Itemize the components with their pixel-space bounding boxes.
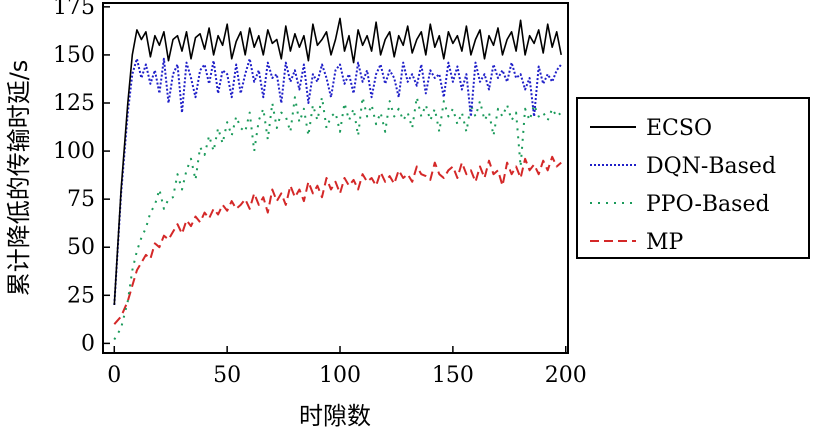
legend-label: MP — [646, 230, 684, 255]
y-tick-label: 150 — [53, 43, 95, 68]
x-axis: 0 50 100 150 200 — [107, 346, 587, 388]
series-layer — [113, 17, 562, 341]
x-axis-title: 时隙数 — [299, 402, 371, 430]
y-axis-title: 累计降低的传输时延/s — [5, 60, 33, 297]
plot-area-frame — [102, 2, 569, 354]
y-tick-label: 75 — [67, 187, 95, 212]
y-tick-label: 25 — [67, 283, 95, 308]
y-tick-label: 125 — [53, 91, 95, 116]
x-tick-label: 50 — [213, 363, 241, 388]
series-line-ppo-based — [113, 96, 562, 341]
legend: ECSO DQN-Based PPO-Based MP — [576, 97, 810, 259]
series-line-ecso — [113, 17, 562, 305]
legend-label: DQN-Based — [646, 154, 776, 179]
y-tick-label: 100 — [53, 139, 95, 164]
legend-label: ECSO — [646, 116, 712, 141]
y-axis: 0 25 50 75 100 125 150 175 — [53, 0, 110, 356]
y-tick-label: 0 — [81, 331, 95, 356]
y-tick-label: 175 — [53, 0, 95, 20]
x-tick-label: 150 — [432, 363, 474, 388]
y-tick-label: 50 — [67, 235, 95, 260]
x-tick-label: 0 — [107, 363, 121, 388]
legend-label: PPO-Based — [646, 192, 770, 217]
series-line-mp — [113, 155, 562, 325]
x-tick-label: 100 — [319, 363, 361, 388]
x-tick-label: 200 — [545, 363, 587, 388]
legend-box — [576, 97, 810, 259]
series-line-dqn-based — [113, 57, 562, 305]
